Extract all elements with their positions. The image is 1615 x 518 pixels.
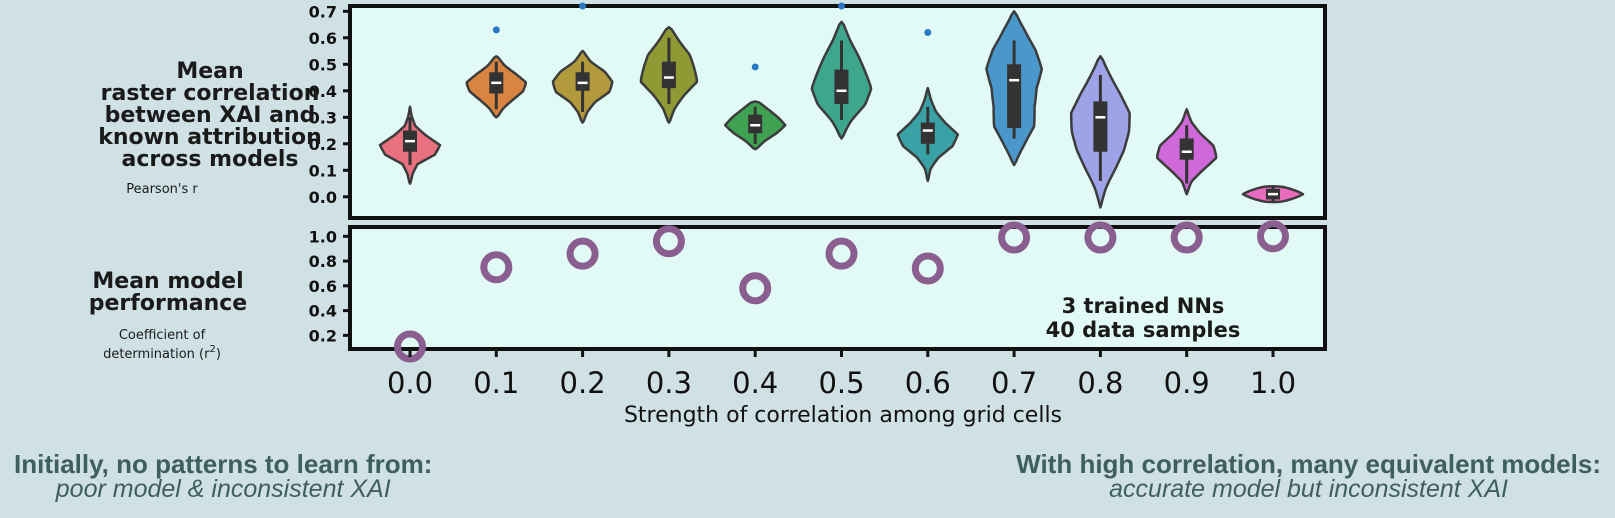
violin-box	[1007, 64, 1022, 128]
violin-box	[661, 61, 676, 89]
violin-y-ticks: 0.0 0.1 0.2 0.3 0.4 0.5 0.6 0.7	[309, 2, 351, 207]
scatter-ylabel-line: Mean model	[92, 269, 243, 294]
violin-ylabel-line: known attribution	[98, 125, 322, 150]
x-tick-label: 0.6	[905, 366, 951, 400]
scatter-y-ticks: 0.2 0.4 0.6 0.8 1.0	[309, 227, 351, 345]
violin-group	[985, 10, 1044, 167]
performance-marker	[652, 225, 685, 258]
x-tick-label: 0.7	[991, 366, 1037, 400]
violins	[378, 2, 1305, 209]
scatter-markers	[394, 220, 1289, 363]
x-tick-label: 1.0	[1250, 366, 1296, 400]
violin-box	[748, 114, 763, 134]
x-tick-label: 0.5	[818, 366, 864, 400]
scatter-plot-frame	[348, 225, 1327, 351]
performance-marker	[394, 330, 426, 363]
scatter-panel: 0.2 0.4 0.6 0.8 1.0 3 trained NNs 40 data sa…	[309, 220, 1327, 363]
x-tick-label: 0.2	[560, 366, 606, 400]
violin-panel: 0.0 0.1 0.2 0.3 0.4 0.5 0.6 0.7	[309, 2, 1327, 220]
caption-left: Initially, no patterns to learn from: po…	[14, 449, 433, 503]
violin-ylabel-line: across models	[121, 147, 298, 172]
violin-y-tick-label: 0.3	[309, 108, 337, 127]
performance-marker	[1084, 221, 1117, 254]
violin-group	[1156, 108, 1218, 196]
performance-marker	[998, 221, 1031, 254]
violin-box	[1179, 138, 1194, 160]
performance-marker	[480, 251, 513, 284]
performance-marker	[1257, 220, 1289, 253]
scatter-y-tick-label: 1.0	[309, 227, 337, 246]
violin-outlier	[838, 2, 845, 10]
performance-marker	[1170, 221, 1203, 254]
x-tick-label: 0.8	[1077, 366, 1123, 400]
violin-y-label: Mean raster correlation between XAI and …	[98, 59, 322, 197]
performance-marker	[911, 252, 944, 285]
caption-left-subtitle: poor model & inconsistent XAI	[55, 475, 391, 503]
violin-ylabel-line: raster correlation	[101, 81, 320, 106]
violin-ylabel-line: Mean	[176, 59, 243, 84]
scatter-y-tick-label: 0.8	[309, 252, 337, 271]
violin-y-tick-label: 0.2	[309, 135, 337, 154]
violin-outlier	[924, 29, 932, 36]
violin-outlier	[579, 2, 587, 10]
violin-outlier	[751, 63, 759, 71]
scatter-ylabel-superscript: 2	[209, 344, 215, 355]
x-tick-labels: 0.0 0.1 0.2 0.3 0.4 0.5 0.6 0.7 0.8 0.9 1.0	[387, 349, 1296, 400]
violin-box	[575, 72, 590, 91]
violin-ylabel-line: between XAI and	[105, 103, 316, 128]
violin-y-tick-label: 0.6	[309, 29, 337, 48]
violin-group	[378, 105, 442, 185]
performance-marker	[825, 237, 858, 270]
annotation-line: 40 data samples	[1046, 318, 1241, 342]
scatter-ylabel-line: performance	[89, 291, 247, 316]
performance-marker	[566, 237, 599, 270]
violin-y-tick-label: 0.5	[309, 55, 337, 74]
performance-marker	[739, 272, 772, 305]
scatter-y-tick-label: 0.4	[309, 302, 337, 321]
scatter-ylabel-sub-line: determination (r2)	[103, 344, 221, 362]
violin-y-tick-label: 0.4	[309, 82, 337, 101]
scatter-ylabel-close: )	[216, 347, 221, 362]
scatter-y-tick-label: 0.6	[309, 277, 337, 296]
scatter-ylabel-sub-line: Coefficient of	[119, 328, 206, 343]
violin-group	[896, 29, 960, 183]
scatter-ylabel-sub-text: determination (r	[103, 347, 210, 362]
violin-y-tick-label: 0.0	[309, 188, 337, 207]
violin-ylabel-sub: Pearson's r	[126, 182, 198, 197]
caption-right: With high correlation, many equivalent m…	[1016, 449, 1601, 503]
violin-outlier	[492, 26, 500, 34]
scatter-y-label: Mean model performance Coefficient of de…	[89, 269, 247, 362]
x-tick-label: 0.9	[1164, 366, 1210, 400]
violin-group	[1069, 55, 1131, 209]
x-tick-label: 0.3	[646, 366, 692, 400]
violin-box	[920, 122, 935, 144]
caption-left-title: Initially, no patterns to learn from:	[14, 449, 433, 479]
violin-group	[810, 2, 873, 140]
x-axis-label: Strength of correlation among grid cells	[624, 403, 1062, 428]
x-tick-label: 0.4	[732, 366, 778, 400]
violin-group	[1241, 184, 1305, 204]
violin-box	[834, 69, 849, 105]
violin-group	[465, 26, 528, 119]
violin-group	[639, 25, 699, 124]
x-tick-label: 0.1	[473, 366, 519, 400]
scatter-y-tick-label: 0.2	[309, 326, 337, 345]
violin-y-tick-label: 0.7	[309, 2, 337, 21]
annotation-line: 3 trained NNs	[1062, 294, 1225, 318]
caption-right-subtitle: accurate model but inconsistent XAI	[1109, 475, 1508, 503]
violin-group	[723, 63, 787, 151]
violin-group	[551, 2, 614, 124]
violin-y-tick-label: 0.1	[309, 161, 337, 180]
violin-box	[1093, 101, 1108, 152]
caption-right-title: With high correlation, many equivalent m…	[1016, 449, 1601, 479]
x-tick-label: 0.0	[387, 366, 433, 400]
